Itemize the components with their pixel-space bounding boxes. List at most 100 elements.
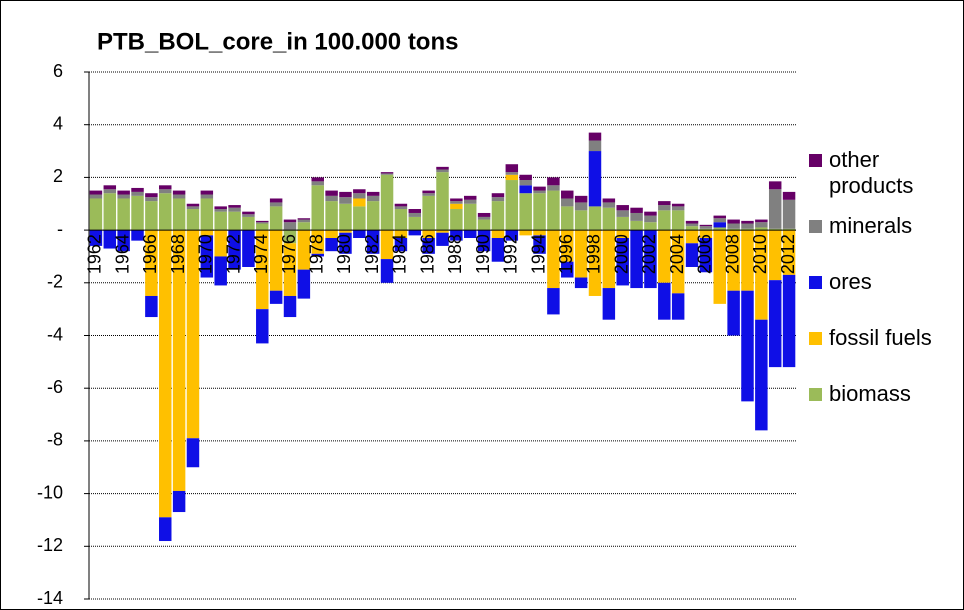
legend-label: minerals	[829, 213, 913, 238]
bar-segment	[366, 191, 380, 196]
bar-segment	[172, 194, 186, 199]
bar-segment	[422, 238, 435, 254]
bar-segment	[269, 198, 283, 203]
bar-segment	[519, 230, 532, 236]
bar-segment	[505, 172, 519, 175]
bar-segment	[588, 140, 602, 152]
bar-segment	[588, 230, 602, 296]
bar-segment	[380, 173, 394, 175]
bar-segment	[311, 185, 324, 231]
bar-segment	[339, 232, 352, 254]
x-tick-label: 1968	[168, 234, 188, 274]
bar-segment	[311, 253, 324, 257]
bar-segment	[422, 190, 435, 194]
bar-segment	[297, 219, 311, 223]
bar-segment	[269, 230, 283, 291]
y-tick-label: -	[57, 219, 63, 239]
bar-segment	[491, 197, 505, 202]
bar-segment	[644, 230, 657, 289]
bar-segment	[353, 230, 366, 239]
bar-segment	[117, 198, 130, 231]
bar-segment	[616, 238, 629, 286]
x-tick-label: 2002	[639, 234, 659, 274]
bar-segment	[380, 172, 394, 174]
legend-item: minerals	[809, 213, 959, 239]
y-tick-label: -12	[37, 535, 63, 555]
bar-segment	[574, 195, 588, 203]
legend-item: biomass	[809, 381, 959, 407]
bar-segment	[269, 206, 283, 231]
bar-segment	[699, 238, 713, 273]
bar-segment	[214, 209, 227, 212]
bar-segment	[89, 190, 103, 195]
bar-segment	[269, 290, 283, 304]
bar-segment	[353, 198, 366, 207]
bar-segment	[547, 185, 560, 191]
x-tick-label: 2010	[750, 234, 770, 274]
bar-segment	[685, 220, 699, 224]
bar-segment	[200, 235, 214, 278]
bar-segment	[602, 230, 616, 289]
bar-segment	[658, 282, 671, 320]
bar-segment	[131, 230, 144, 241]
bar-segment	[228, 205, 241, 208]
bar-segment	[256, 309, 269, 344]
bar-segment	[741, 290, 754, 402]
bar-segment	[616, 210, 629, 217]
bar-segment	[408, 212, 422, 217]
x-tick-label: 1966	[140, 234, 160, 274]
bar-segment	[339, 191, 352, 198]
bar-segment	[741, 220, 754, 224]
bar-segment	[297, 269, 311, 299]
x-tick-label: 1976	[279, 234, 299, 274]
bar-segment	[658, 201, 671, 206]
bar-segment	[380, 230, 394, 260]
y-tick-label: -6	[47, 377, 63, 397]
x-tick-label: 1980	[334, 234, 354, 274]
bar-segment	[353, 206, 366, 231]
bar-segment	[131, 191, 144, 196]
bar-segment	[755, 222, 768, 228]
bar-segment	[325, 195, 338, 202]
bar-segment	[616, 216, 629, 231]
bar-segment	[172, 230, 186, 491]
bar-segment	[353, 189, 366, 194]
bar-segment	[727, 219, 740, 224]
bar-segment	[214, 211, 227, 231]
bar-segment	[353, 193, 366, 199]
bar-segment	[685, 230, 699, 244]
legend-label: ores	[829, 269, 872, 294]
bar-segment	[561, 261, 574, 278]
x-tick-label: 2004	[667, 234, 687, 274]
bar-segment	[422, 230, 435, 239]
bar-segment	[658, 210, 671, 231]
x-tick-label: 1978	[306, 234, 326, 274]
bar-segment	[741, 223, 754, 229]
bar-segment	[713, 230, 726, 304]
bar-segment	[463, 230, 477, 239]
bar-segment	[436, 172, 449, 231]
bar-segment	[242, 230, 255, 267]
bar-segment	[491, 193, 505, 198]
y-tick-label: 2	[53, 166, 63, 186]
bar-segment	[713, 215, 726, 219]
legend-swatch	[809, 276, 822, 289]
bar-segment	[159, 193, 172, 231]
legend-swatch	[809, 220, 822, 233]
bar-segment	[380, 259, 394, 283]
bar-segment	[172, 190, 186, 195]
bar-segment	[200, 190, 214, 195]
bar-segment	[574, 210, 588, 231]
bar-segment	[131, 187, 144, 192]
bar-segment	[574, 202, 588, 211]
bar-segment	[339, 197, 352, 204]
bar-segment	[311, 181, 324, 186]
bar-segment	[699, 224, 713, 227]
bar-segment	[463, 195, 477, 200]
y-tick-label: -8	[47, 430, 63, 450]
bar-segment	[741, 230, 754, 291]
bar-segment	[491, 201, 505, 231]
bar-segment	[366, 201, 380, 231]
bar-segment	[436, 232, 449, 246]
